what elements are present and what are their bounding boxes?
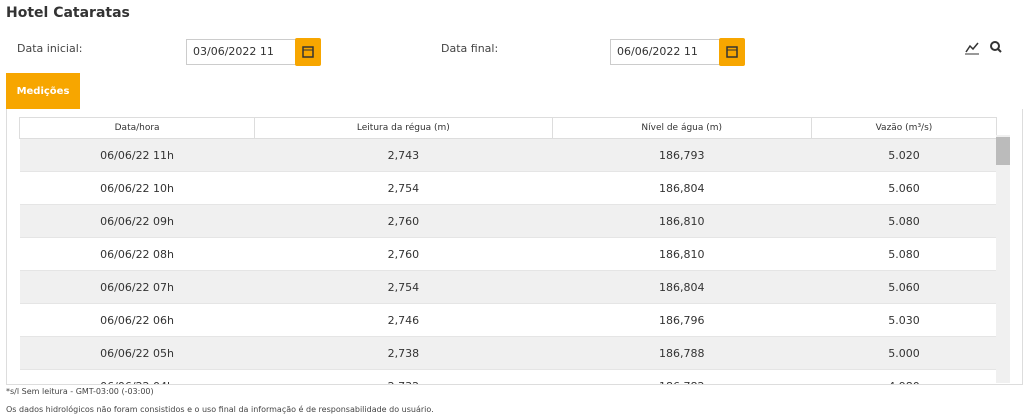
cell: 06/06/22 09h: [19, 204, 255, 238]
row: 06/06/22 06h 2,746 186,796 5.030: [19, 303, 997, 337]
cell: 2,760: [254, 237, 553, 271]
tab[interactable]: Medições: [6, 73, 80, 109]
cell: 5.060: [811, 270, 997, 304]
cell: 2,760: [254, 204, 553, 238]
row: 06/06/22 11h 2,743 186,793 5.020: [19, 138, 997, 172]
end-input[interactable]: 06/06/2022 11: [610, 39, 720, 65]
toolbar-icons[interactable]: [964, 40, 1004, 56]
scroll-thumb[interactable]: [996, 137, 1010, 165]
cell: 186,793: [552, 138, 812, 172]
cell: 5.060: [811, 171, 997, 205]
cell: 06/06/22 05h: [19, 336, 255, 370]
start-input[interactable]: 03/06/2022 11: [186, 39, 296, 65]
cell: 5.080: [811, 204, 997, 238]
cell: 5.000: [811, 336, 997, 370]
row: 06/06/22 05h 2,738 186,788 5.000: [19, 336, 997, 370]
calendar-button[interactable]: [719, 38, 745, 66]
row: 06/06/22 09h 2,760 186,810 5.080: [19, 204, 997, 238]
panel: Data/hora Leitura da régua (m) Nível de ág…: [6, 109, 1023, 385]
cell: 2,743: [254, 138, 553, 172]
cell: 5.030: [811, 303, 997, 337]
scrollbar[interactable]: [996, 135, 1010, 383]
cell: 2,754: [254, 171, 553, 205]
cell: 5.080: [811, 237, 997, 271]
cell: 06/06/22 04h: [19, 369, 255, 384]
cell: 186,788: [552, 336, 812, 370]
row: 06/06/22 04h2,732186,7824.980: [19, 369, 997, 384]
cell: 186,810: [552, 204, 812, 238]
column-header: Vazão (m³/s): [810, 117, 998, 139]
cell: 2,738: [254, 336, 553, 370]
row: 06/06/22 07h 2,754 186,804 5.060: [19, 270, 997, 304]
cell: 186,810: [552, 237, 812, 271]
cell: 186,804: [552, 270, 812, 304]
cell: 5.020: [811, 138, 997, 172]
cell: 186,782: [552, 369, 812, 384]
start-label: Data inicial:: [17, 42, 83, 55]
column-header: Nível de água (m): [551, 117, 812, 139]
calendar-button[interactable]: [295, 38, 321, 66]
table: Data/hora Leitura da régua (m) Nível de ág…: [18, 117, 998, 384]
cell: 186,796: [552, 303, 812, 337]
row: 06/06/22 10h 2,754 186,804 5.060: [19, 171, 997, 205]
column-header: Leitura da régua (m): [254, 117, 553, 139]
cell: 4.980: [811, 369, 997, 384]
row: 06/06/22 08h 2,760 186,810 5.080: [19, 237, 997, 271]
note: Os dados hidrológicos não foram consisti…: [6, 405, 434, 414]
title: Hotel Cataratas: [6, 5, 130, 21]
cell: 06/06/22 10h: [19, 171, 255, 205]
cell: 06/06/22 07h: [19, 270, 255, 304]
cell: 2,732: [254, 369, 553, 384]
note: *s/l Sem leitura - GMT-03:00 (-03:00): [6, 387, 154, 396]
cell: 06/06/22 11h: [19, 138, 255, 172]
cell: 06/06/22 06h: [19, 303, 255, 337]
cell: 06/06/22 08h: [19, 237, 255, 271]
end-label: Data final:: [441, 42, 499, 55]
cell: 2,754: [254, 270, 553, 304]
column-header: Data/hora: [18, 117, 256, 139]
cell: 2,746: [254, 303, 553, 337]
cell: 186,804: [552, 171, 812, 205]
